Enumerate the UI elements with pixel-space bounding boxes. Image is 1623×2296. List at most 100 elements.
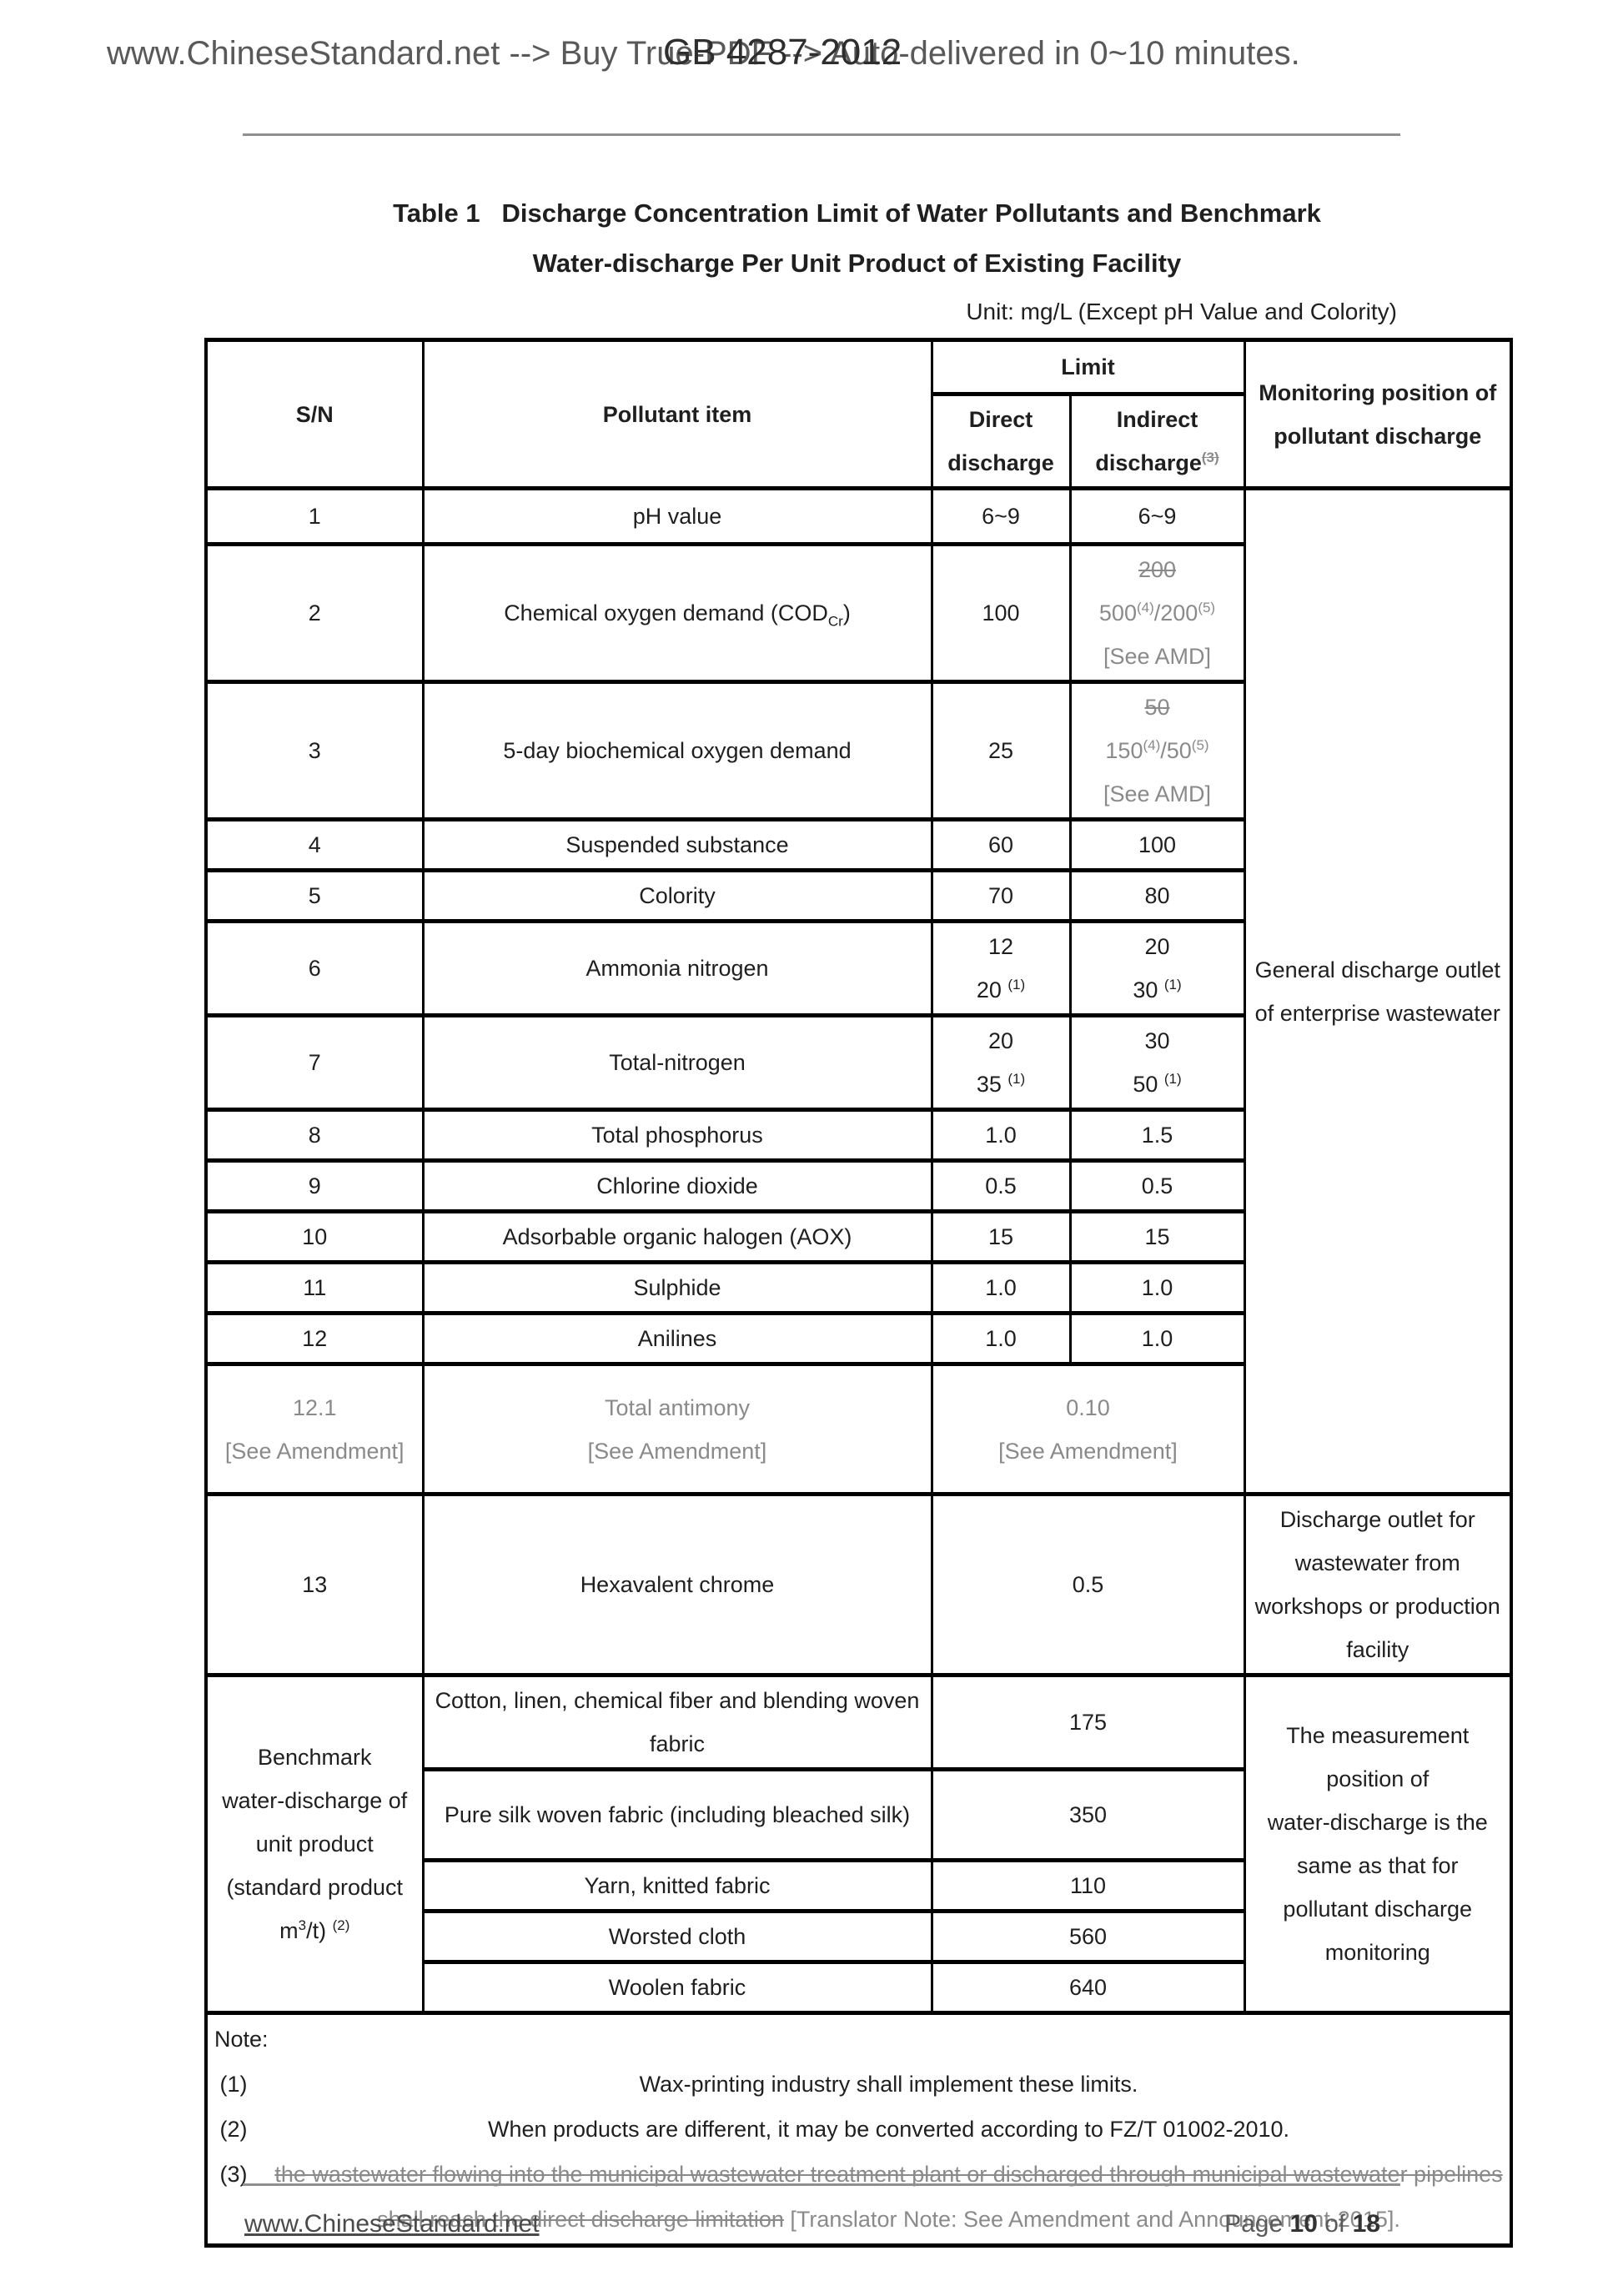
table-row: 1 pH value 6~9 6~9 General discharge out… [204,486,1513,1496]
cell-sn: 6 [204,919,425,1017]
cell-pollutant: pH value [421,486,933,546]
table-row: 6 Ammonia nitrogen 12 20 (1) 20 30 (1) [204,919,1511,1017]
cell-monitoring-general: General discharge outlet of enterprise w… [1243,486,1513,1496]
cell-indirect: 50 150(4)/50(5) [See AMD] [1068,680,1246,821]
note-item: (3) the wastewater flowing into the muni… [219,2162,1503,2232]
title-block: Table 1 Discharge Concentration Limit of… [204,188,1510,327]
cell-direct: 1.0 [930,1108,1072,1163]
cell-pollutant: Anilines [421,1311,933,1366]
cell-pollutant: Chlorine dioxide [421,1158,933,1213]
page-number: 10 [1289,2210,1318,2238]
cell-pollutant: Sulphide [421,1260,933,1315]
amendment-value: 150(4)/50(5) [1105,737,1209,763]
cell-pollutant: Chemical oxygen demand (CODCr) [421,542,933,684]
cell-limit-combined: 0.5 [930,1492,1246,1677]
table-row: 2 Chemical oxygen demand (CODCr) 100 200… [204,542,1511,684]
chem-subscript: Cr [827,613,843,630]
table-row-benchmark: Benchmark water-discharge of unit produc… [204,1673,1513,2015]
footer-divider [243,2183,1400,2186]
col-header-limit: Limit [930,338,1246,396]
cell-indirect: 6~9 [1068,486,1246,546]
cell-monitoring-workshop: Discharge outlet for wastewater from wor… [1243,1492,1513,1677]
table-row-benchmark: Worsted cloth 560 [206,1909,1511,1964]
cell-product: Woolen fabric [421,1960,933,2015]
cell-pollutant: Colority [421,868,933,923]
cell-direct: 0.5 [930,1158,1072,1213]
cell-indirect: 20 30 (1) [1068,919,1246,1017]
see-amd-note: [See AMD] [1103,781,1212,806]
see-amd-note: [See AMD] [1103,644,1212,669]
cell-indirect: 1.0 [1068,1260,1246,1315]
cell-sn: 12 [204,1311,425,1366]
col-header-sn: S/N [204,338,425,490]
note-item: (2) When products are different, it may … [219,2117,1290,2142]
notes-block: Note: (1) Wax-printing industry shall im… [204,2011,1513,2248]
header-promo-text: www.ChineseStandard.net --> Buy True-PDF… [107,35,1300,72]
table-row: 13 Hexavalent chrome 0.5 Discharge outle… [204,1492,1513,1677]
pollutant-limits-table: S/N Pollutant item Limit Monitoring posi… [204,338,1513,2248]
cell-monitoring-benchmark: The measurement position of water-discha… [1243,1673,1513,2015]
cell-product: Pure silk woven fabric (including bleach… [421,1767,933,1862]
cell-benchmark-value: 640 [930,1960,1246,2015]
table-row: 12 Anilines 1.0 1.0 [204,1311,1511,1366]
cell-indirect: 200 500(4)/200(5) [See AMD] [1068,542,1246,684]
note-title: Note: [214,2027,269,2052]
cell-sn: 12.1 [See Amendment] [204,1362,425,1496]
cell-direct: 1.0 [930,1260,1072,1315]
cell-product: Cotton, linen, chemical fiber and blendi… [421,1673,933,1771]
table-title-line2: Water-discharge Per Unit Product of Exis… [532,249,1182,278]
cell-sn: 5 [204,868,425,923]
cell-sn: 11 [204,1260,425,1315]
table-row: 4 Suspended substance 60 100 [204,817,1511,872]
footer-site-link[interactable]: www.ChineseStandard.net [244,2210,540,2238]
cell-sn: 7 [204,1013,425,1112]
cell-indirect: 30 50 (1) [1068,1013,1246,1112]
cell-pollutant: Hexavalent chrome [421,1492,933,1677]
note-item: (1) Wax-printing industry shall implemen… [219,2072,1138,2097]
cell-indirect: 100 [1068,817,1246,872]
cell-indirect: 0.5 [1068,1158,1246,1213]
footnote-3-marker: (3) [1201,450,1219,465]
cell-sn: 4 [204,817,425,872]
translator-note: [Translator Note: See Amendment and Anno… [790,2207,1400,2232]
amended-value: 200 [1138,557,1177,582]
col-header-indirect: Indirect discharge(3) [1068,392,1246,490]
cell-limit-combined: 0.10 [See Amendment] [930,1362,1246,1496]
table-row: 3 5-day biochemical oxygen demand 25 50 … [204,680,1511,821]
cell-indirect: 1.0 [1068,1311,1246,1366]
cell-direct: 70 [930,868,1072,923]
cell-direct: 60 [930,817,1072,872]
table-row: 10 Adsorbable organic halogen (AOX) 15 1… [204,1209,1511,1264]
cell-sn: 13 [204,1492,425,1677]
amended-value: 50 [1144,695,1170,720]
table-header-row-2: Direct discharge Indirect discharge(3) [206,392,1511,490]
cell-pollutant: Total phosphorus [421,1108,933,1163]
table-row-amendment: 12.1 [See Amendment] Total antimony [See… [204,1362,1511,1496]
col-header-pollutant-item: Pollutant item [421,338,933,490]
cell-sn: 8 [204,1108,425,1163]
cell-sn: 9 [204,1158,425,1213]
cell-pollutant: Adsorbable organic halogen (AOX) [421,1209,933,1264]
cell-sn: 2 [204,542,425,684]
table-row: 5 Colority 70 80 [204,868,1511,923]
table-row: 8 Total phosphorus 1.0 1.5 [204,1108,1511,1163]
table-header-row-1: S/N Pollutant item Limit Monitoring posi… [204,338,1513,490]
cell-direct: 20 35 (1) [930,1013,1072,1112]
col-header-monitoring: Monitoring position of pollutant dischar… [1243,338,1513,490]
cell-product: Yarn, knitted fabric [421,1858,933,1913]
cell-direct: 25 [930,680,1072,821]
table-row-benchmark: Pure silk woven fabric (including bleach… [206,1767,1511,1862]
table-notes-row: Note: (1) Wax-printing industry shall im… [204,2011,1513,2248]
cell-benchmark-value: 560 [930,1909,1246,1964]
cell-pollutant: Suspended substance [421,817,933,872]
table-row-benchmark: Woolen fabric 640 [206,1960,1511,2015]
cell-benchmark-value: 350 [930,1767,1246,1862]
footer-page-indicator: Page 10 of 18 [1224,2210,1380,2238]
cell-direct: 12 20 (1) [930,919,1072,1017]
cell-pollutant: Total-nitrogen [421,1013,933,1112]
page-footer: www.ChineseStandard.net Page 10 of 18 [244,2210,1380,2238]
cell-direct: 100 [930,542,1072,684]
table-title-line1: Table 1 Discharge Concentration Limit of… [393,198,1321,228]
table-row-benchmark: Yarn, knitted fabric 110 [206,1858,1511,1913]
cell-direct: 6~9 [930,486,1072,546]
